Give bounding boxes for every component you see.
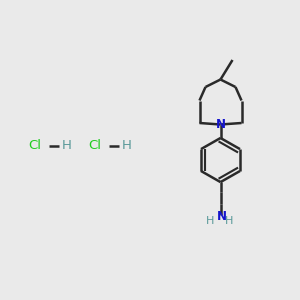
Text: N: N [217,209,227,223]
Text: H: H [62,139,71,152]
Text: H: H [206,216,214,226]
Text: Cl: Cl [88,139,101,152]
Text: H: H [225,216,233,226]
Text: N: N [215,118,226,131]
Text: Cl: Cl [28,139,41,152]
Text: H: H [122,139,131,152]
